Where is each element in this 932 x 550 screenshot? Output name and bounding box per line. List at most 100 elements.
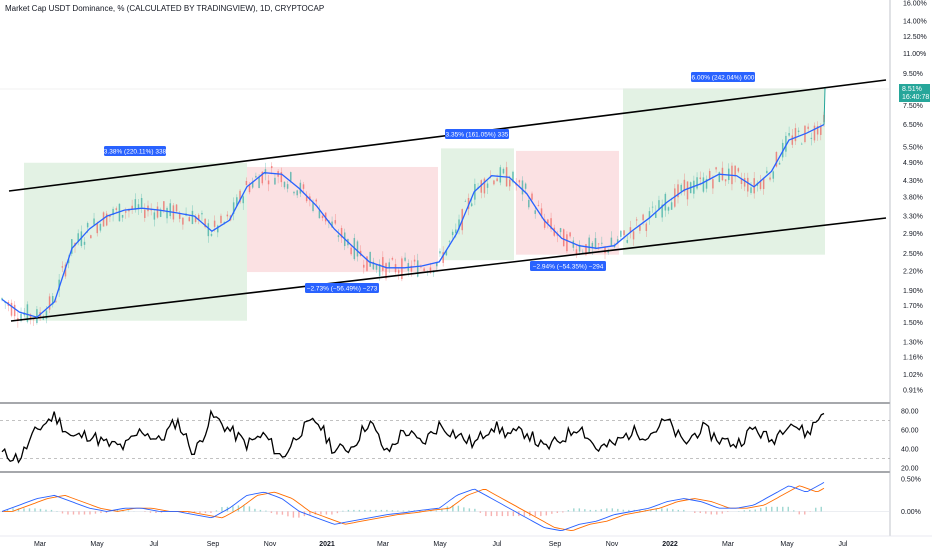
- candle-body: [194, 216, 197, 222]
- candle-body: [169, 203, 172, 217]
- macd-histogram-bar: [358, 509, 361, 512]
- candle-body: [420, 266, 422, 268]
- macd-histogram-bar: [540, 511, 542, 517]
- candle-body: [416, 260, 419, 277]
- y-tick-label: 12.50%: [903, 34, 927, 41]
- candle-body: [670, 202, 673, 210]
- candle-body: [813, 125, 816, 141]
- macd-histogram-bar: [336, 511, 339, 514]
- candle-body: [280, 172, 283, 183]
- candle-body: [71, 239, 73, 254]
- macd-tick-label: 0.50%: [901, 477, 921, 484]
- candle-body: [321, 215, 324, 219]
- candle-body: [220, 215, 222, 224]
- y-tick-label: 7.50%: [903, 103, 923, 110]
- macd-histogram-bar: [677, 509, 679, 512]
- candle-body: [210, 234, 213, 236]
- macd-histogram-bar: [72, 511, 75, 515]
- y-tick-label: 6.50%: [903, 122, 923, 129]
- grid-lines: [0, 0, 932, 537]
- macd-histogram-bar: [474, 508, 476, 512]
- candle-body: [191, 210, 194, 225]
- range-box-6: [477, 148, 514, 261]
- candle-body: [223, 221, 225, 223]
- macd-histogram-bar: [452, 505, 454, 512]
- candle-body: [778, 162, 781, 165]
- candle-body: [518, 180, 521, 183]
- candle-body: [242, 196, 245, 204]
- candle-body: [727, 168, 730, 181]
- candle-body: [93, 218, 95, 225]
- macd-histogram-bar: [100, 511, 102, 513]
- x-tick-label: May: [433, 541, 447, 548]
- candle-body: [683, 179, 686, 192]
- candle-body: [318, 210, 321, 219]
- range-label-bg: [530, 261, 606, 271]
- macd-histogram-bar: [375, 509, 377, 512]
- candle-body: [575, 249, 578, 255]
- candle-body: [661, 204, 663, 218]
- range-label-text: 3.35% (161.05%) 335: [446, 132, 509, 139]
- candle-body: [156, 206, 159, 218]
- candle-body: [131, 205, 133, 210]
- candle-body: [378, 264, 381, 276]
- candle-body: [137, 204, 140, 209]
- x-tick-label: Mar: [377, 541, 390, 548]
- candle-body: [429, 267, 432, 273]
- price-badge-value: 8.51%: [902, 86, 922, 93]
- candle-body: [232, 202, 235, 214]
- candle-body: [674, 188, 676, 207]
- macd-histogram-bar: [160, 511, 163, 513]
- range-label-text: 3.38% (220.11%) 338: [104, 149, 167, 156]
- macd-histogram-bar: [380, 509, 383, 512]
- candle-body: [58, 279, 60, 291]
- candle-body: [302, 184, 305, 189]
- macd-histogram-bar: [567, 510, 570, 512]
- candle-body: [290, 172, 292, 181]
- candle-body: [121, 215, 124, 218]
- candle-body: [283, 181, 286, 188]
- candle-body: [737, 168, 740, 172]
- candle-body: [715, 167, 717, 170]
- macd-histogram-bar: [479, 511, 482, 513]
- x-tick-label: 2022: [662, 541, 678, 548]
- candle-body: [363, 264, 365, 268]
- macd-histogram-bar: [45, 509, 47, 512]
- candle-body: [1, 298, 3, 300]
- candle-body: [626, 240, 629, 243]
- candle-body: [547, 219, 549, 224]
- candle-body: [708, 170, 711, 180]
- candle-body: [528, 199, 530, 208]
- candle-body: [337, 235, 340, 238]
- candle-body: [83, 241, 86, 245]
- macd-histogram-bar: [287, 511, 289, 517]
- candle-body: [572, 240, 575, 248]
- macd-histogram-bar: [39, 508, 42, 512]
- macd-histogram-bar: [534, 511, 537, 517]
- macd-histogram-bar: [545, 511, 548, 516]
- macd-histogram-bar: [243, 505, 245, 512]
- candle-body: [42, 317, 45, 320]
- candle-body: [775, 151, 778, 167]
- candle-body: [534, 210, 536, 214]
- x-tick-label: Nov: [264, 541, 277, 548]
- macd-histogram-bar: [639, 509, 641, 512]
- price-badge-bg: [899, 84, 930, 102]
- macd-histogram-bar: [402, 510, 405, 512]
- macd-histogram-bar: [314, 511, 317, 515]
- candle-body: [163, 201, 165, 211]
- candle-body: [77, 233, 79, 243]
- candle-body: [686, 181, 689, 200]
- candle-body: [102, 212, 105, 227]
- macd-histogram-bar: [606, 508, 608, 512]
- range-label-bg: [104, 146, 166, 156]
- macd-histogram-bar: [589, 509, 592, 512]
- macd-histogram-bar: [710, 511, 712, 515]
- macd-histogram-bar: [672, 509, 674, 512]
- candle-body: [245, 180, 248, 186]
- macd-histogram-bar: [721, 511, 723, 514]
- y-tick-label: 16.00%: [903, 1, 927, 8]
- range-label-text: −2.94% (−54.35%) −294: [533, 264, 604, 271]
- candle-body: [331, 221, 333, 228]
